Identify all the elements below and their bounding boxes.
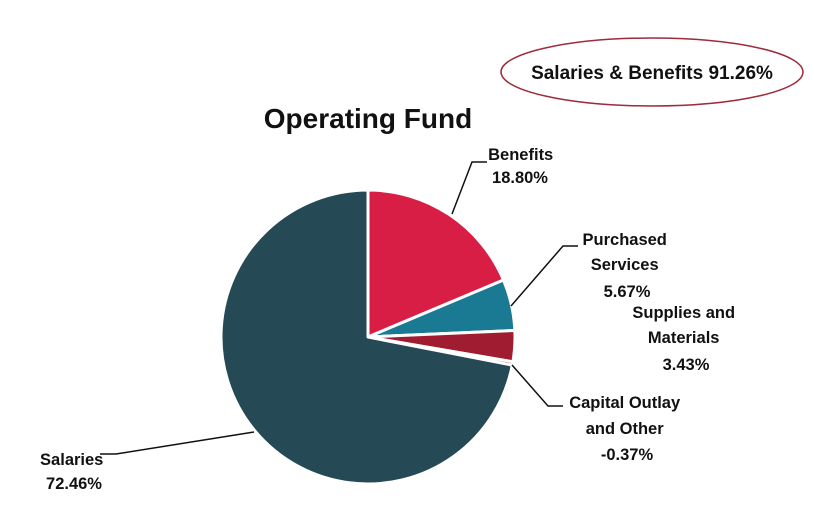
label-capital-outlay-line2: and Other — [586, 420, 665, 438]
callout-ellipse — [500, 37, 804, 107]
label-purchased-services-line1: Purchased — [583, 231, 667, 249]
label-benefits-value: 18.80% — [492, 169, 548, 187]
slice-labels: Benefits 18.80% Purchased Services 5.67%… — [40, 146, 739, 493]
label-supplies-materials-line1: Supplies and — [632, 304, 735, 322]
leader-line-capital-outlay — [511, 364, 563, 407]
leader-lines — [100, 161, 578, 455]
label-supplies-materials: Supplies and Materials 3.43% — [632, 304, 739, 374]
label-purchased-services-value: 5.67% — [604, 283, 651, 301]
chart-title: Operating Fund — [264, 103, 472, 134]
label-benefits: Benefits 18.80% — [488, 146, 558, 187]
callout: Salaries & Benefits 91.26% — [500, 37, 804, 107]
leader-line-benefits — [451, 161, 487, 215]
label-purchased-services: Purchased Services 5.67% — [583, 231, 672, 301]
label-benefits-name: Benefits — [488, 146, 553, 164]
callout-text: Salaries & Benefits 91.26% — [531, 63, 773, 84]
label-salaries-name: Salaries — [40, 451, 103, 469]
label-capital-outlay-value: -0.37% — [601, 446, 654, 464]
label-capital-outlay: Capital Outlay and Other -0.37% — [569, 394, 685, 464]
label-capital-outlay-line1: Capital Outlay — [569, 394, 681, 412]
leader-line-salaries — [100, 431, 255, 455]
pie-slice-salaries — [219, 188, 514, 486]
label-purchased-services-line2: Services — [591, 256, 659, 274]
pie-slices — [219, 188, 517, 486]
label-supplies-materials-value: 3.43% — [663, 356, 710, 374]
label-salaries-value: 72.46% — [46, 475, 102, 493]
label-salaries: Salaries 72.46% — [40, 451, 108, 493]
label-supplies-materials-line2: Materials — [648, 329, 720, 347]
pie-slice-benefits — [366, 188, 505, 339]
leader-line-purchased-services — [510, 245, 578, 307]
